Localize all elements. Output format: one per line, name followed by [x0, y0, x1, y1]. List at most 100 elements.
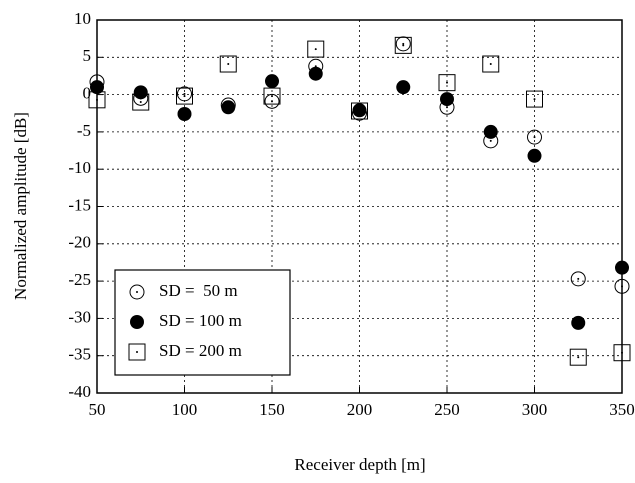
marker-dot — [621, 351, 623, 354]
marker-shape — [130, 315, 144, 329]
plot-frame — [96, 19, 623, 394]
marker-dot — [446, 106, 448, 109]
marker-shape — [177, 86, 192, 102]
marker-dot — [621, 285, 623, 288]
marker-shape — [90, 80, 104, 95]
marker-shape — [133, 85, 148, 100]
marker-dot — [402, 42, 405, 45]
marker — [483, 124, 498, 139]
y-tick-label: 5 — [83, 46, 92, 65]
marker — [130, 315, 144, 329]
y-tick-label: -20 — [68, 233, 91, 252]
marker — [394, 36, 412, 54]
marker-dot — [96, 98, 98, 101]
marker-shape — [615, 260, 629, 275]
marker-dot — [402, 44, 405, 47]
marker — [90, 80, 104, 95]
marker-shape — [571, 315, 586, 330]
marker-dot — [136, 291, 138, 293]
legend-label: SD = 200 m — [159, 341, 242, 360]
marker-dot — [446, 81, 448, 84]
marker-shape — [176, 87, 193, 105]
marker-dot — [533, 98, 536, 101]
y-tick-label: -40 — [68, 382, 91, 401]
marker — [308, 66, 323, 81]
legend-label: SD = 100 m — [159, 311, 242, 330]
marker-shape — [263, 87, 281, 105]
marker-shape — [128, 343, 146, 361]
x-tick-label: 250 — [434, 400, 460, 419]
marker — [176, 87, 193, 105]
marker-shape — [307, 40, 325, 58]
x-tick-label: 150 — [259, 400, 285, 419]
marker — [482, 55, 500, 73]
marker — [570, 271, 586, 287]
marker — [129, 284, 145, 300]
marker — [614, 278, 630, 294]
marker-shape — [440, 92, 454, 107]
marker — [133, 85, 148, 100]
marker-dot — [183, 92, 186, 95]
marker-shape — [308, 66, 323, 81]
marker-dot — [136, 351, 138, 353]
marker — [264, 93, 280, 109]
marker-shape — [88, 91, 106, 109]
y-tick-label: -25 — [68, 270, 91, 289]
marker-shape — [129, 284, 145, 300]
marker-shape — [265, 74, 279, 89]
marker-shape — [219, 55, 237, 73]
marker-shape — [527, 148, 542, 163]
y-tick-label: 0 — [83, 84, 92, 103]
marker-shape — [526, 90, 543, 108]
marker-shape — [570, 271, 586, 287]
marker-shape — [613, 344, 631, 362]
marker-dot — [577, 356, 580, 359]
marker — [132, 93, 150, 111]
marker — [221, 100, 236, 115]
marker-shape — [483, 124, 498, 139]
marker — [615, 260, 629, 275]
marker — [527, 148, 542, 163]
marker-dot — [314, 48, 317, 51]
marker-shape — [177, 106, 192, 121]
y-tick-label: -5 — [77, 121, 91, 140]
marker-dot — [271, 95, 273, 98]
y-tick-label: 10 — [74, 9, 91, 28]
marker-dot — [489, 139, 492, 142]
legend-label: SD = 50 m — [159, 281, 238, 300]
marker — [613, 344, 631, 362]
y-tick-label: -15 — [68, 195, 91, 214]
marker — [396, 80, 411, 95]
marker-shape — [351, 102, 368, 120]
marker-shape — [482, 55, 500, 73]
marker-dot — [271, 100, 273, 103]
x-tick-label: 50 — [89, 400, 106, 419]
marker — [440, 92, 454, 107]
x-tick-label: 300 — [522, 400, 548, 419]
marker-dot — [358, 110, 361, 113]
legend-box — [114, 269, 291, 376]
x-axis-label: Receiver depth [m] — [294, 455, 425, 474]
marker — [351, 102, 368, 120]
marker — [128, 343, 146, 361]
marker-dot — [577, 277, 580, 280]
y-tick-label: -35 — [68, 345, 91, 364]
x-tick-label: 100 — [172, 400, 198, 419]
marker — [263, 87, 281, 105]
marker-shape — [264, 93, 280, 109]
x-tick-label: 200 — [347, 400, 373, 419]
marker — [307, 40, 325, 58]
marker — [177, 86, 192, 102]
marker — [177, 106, 192, 121]
marker-dot — [183, 95, 186, 98]
marker-dot — [227, 63, 230, 66]
y-tick-label: -30 — [68, 307, 91, 326]
marker-dot — [533, 136, 536, 139]
marker — [265, 74, 279, 89]
marker — [88, 91, 106, 109]
x-tick-label: 350 — [609, 400, 635, 419]
marker-shape — [221, 100, 236, 115]
marker — [438, 74, 456, 92]
marker — [526, 90, 543, 108]
